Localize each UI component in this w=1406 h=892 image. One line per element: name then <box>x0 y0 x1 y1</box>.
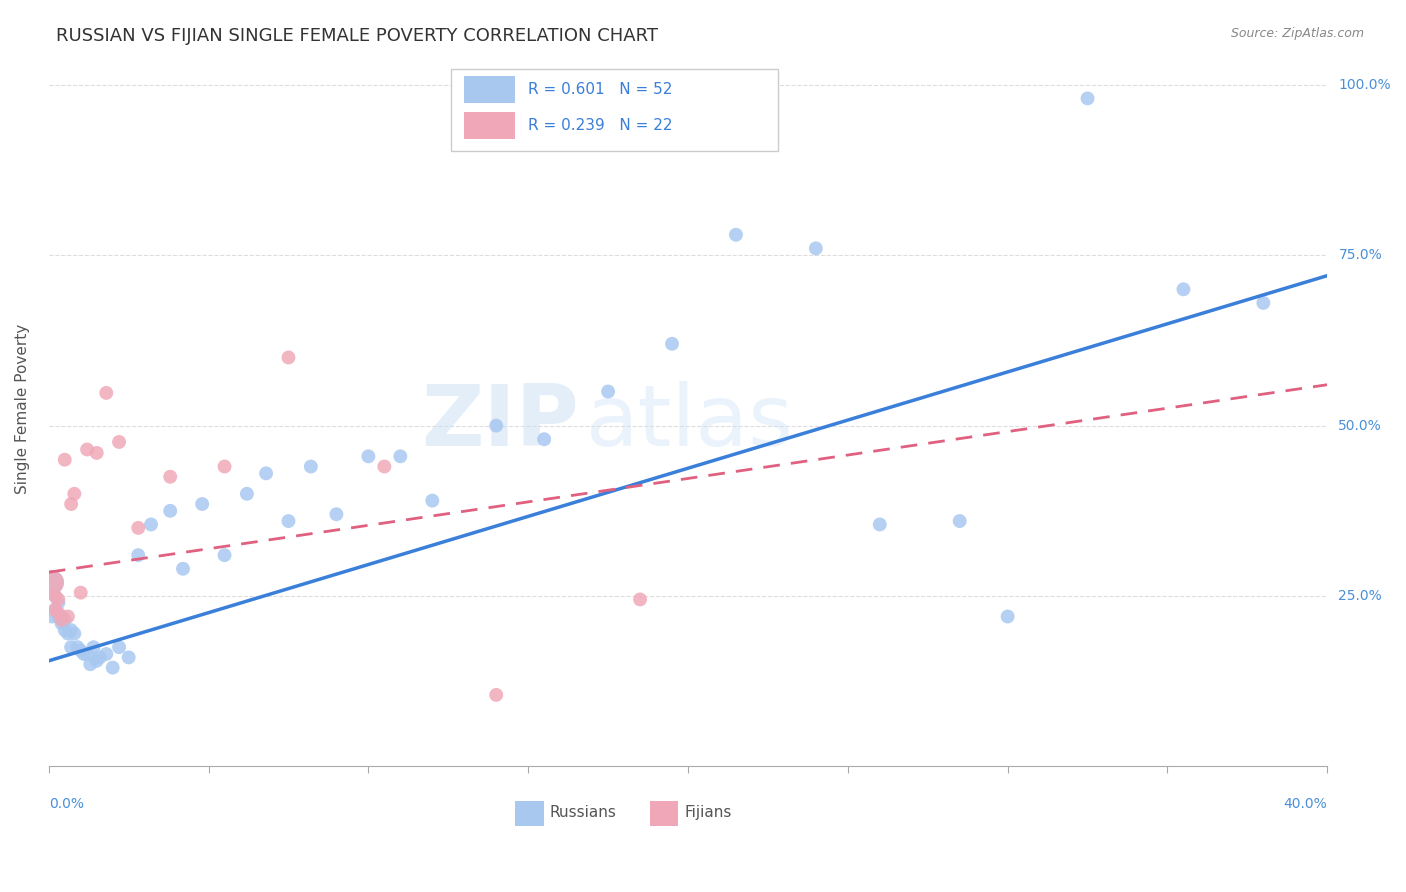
Point <box>533 432 555 446</box>
Point <box>89 650 111 665</box>
Point <box>51 613 73 627</box>
Point <box>56 626 79 640</box>
Point <box>46 606 69 620</box>
Point <box>44 602 66 616</box>
Text: atlas: atlas <box>586 382 794 465</box>
Point <box>63 487 86 501</box>
Point <box>420 493 443 508</box>
Point <box>598 384 620 399</box>
Text: Fijians: Fijians <box>685 805 731 821</box>
FancyBboxPatch shape <box>451 69 778 151</box>
Point <box>254 467 277 481</box>
Point <box>44 589 66 603</box>
Point <box>101 660 124 674</box>
Point <box>661 336 683 351</box>
Point <box>53 623 76 637</box>
Point <box>44 589 66 603</box>
Text: Source: ZipAtlas.com: Source: ZipAtlas.com <box>1230 27 1364 40</box>
Point <box>69 585 91 599</box>
Point <box>60 640 83 655</box>
Point <box>63 626 86 640</box>
Text: 100.0%: 100.0% <box>1339 78 1391 92</box>
Point <box>724 227 747 242</box>
FancyBboxPatch shape <box>464 112 516 139</box>
Point <box>66 640 89 655</box>
Point <box>53 452 76 467</box>
Point <box>628 592 651 607</box>
Point <box>1077 91 1099 105</box>
Point <box>73 647 96 661</box>
Point <box>41 575 63 590</box>
Point <box>159 469 181 483</box>
Point <box>949 514 972 528</box>
Point <box>485 418 508 433</box>
Text: R = 0.601   N = 52: R = 0.601 N = 52 <box>529 82 672 97</box>
Point <box>82 640 104 655</box>
Text: 75.0%: 75.0% <box>1339 248 1382 262</box>
Point <box>325 508 347 522</box>
Point <box>869 517 891 532</box>
Point <box>1173 282 1195 296</box>
Point <box>51 609 73 624</box>
Point <box>96 385 118 400</box>
Y-axis label: Single Female Poverty: Single Female Poverty <box>15 324 30 493</box>
Point <box>86 654 108 668</box>
Point <box>108 640 131 655</box>
Point <box>299 459 322 474</box>
Point <box>127 521 149 535</box>
Point <box>214 548 236 562</box>
Point <box>485 688 508 702</box>
Point <box>1253 296 1275 310</box>
Point <box>118 650 141 665</box>
Point <box>127 548 149 562</box>
Point <box>389 450 412 464</box>
Point <box>76 442 98 457</box>
Point <box>172 562 194 576</box>
FancyBboxPatch shape <box>516 801 544 826</box>
Point <box>108 434 131 449</box>
Text: 25.0%: 25.0% <box>1339 589 1382 603</box>
FancyBboxPatch shape <box>464 76 516 103</box>
Point <box>357 450 380 464</box>
Point <box>69 643 91 657</box>
Point <box>51 616 73 631</box>
Point <box>277 351 299 365</box>
Text: 50.0%: 50.0% <box>1339 418 1382 433</box>
Point <box>139 517 162 532</box>
Point <box>46 592 69 607</box>
Point <box>41 609 63 624</box>
Point <box>191 497 214 511</box>
Point <box>214 459 236 474</box>
Point <box>53 613 76 627</box>
Point <box>86 446 108 460</box>
Point <box>44 602 66 616</box>
Text: Russians: Russians <box>550 805 617 821</box>
Text: 0.0%: 0.0% <box>49 797 84 811</box>
Point <box>159 504 181 518</box>
Point <box>56 609 79 624</box>
Point <box>76 647 98 661</box>
Text: 40.0%: 40.0% <box>1284 797 1327 811</box>
Text: RUSSIAN VS FIJIAN SINGLE FEMALE POVERTY CORRELATION CHART: RUSSIAN VS FIJIAN SINGLE FEMALE POVERTY … <box>56 27 658 45</box>
Point <box>96 647 118 661</box>
Point <box>373 459 395 474</box>
Point <box>236 487 259 501</box>
Text: R = 0.239   N = 22: R = 0.239 N = 22 <box>529 118 672 133</box>
Point <box>60 623 83 637</box>
Point <box>46 596 69 610</box>
Point <box>277 514 299 528</box>
FancyBboxPatch shape <box>650 801 678 826</box>
Point <box>804 241 827 255</box>
Text: ZIP: ZIP <box>422 382 579 465</box>
Point <box>60 497 83 511</box>
Point <box>41 575 63 590</box>
Point <box>79 657 101 672</box>
Point <box>997 609 1019 624</box>
Point <box>46 609 69 624</box>
